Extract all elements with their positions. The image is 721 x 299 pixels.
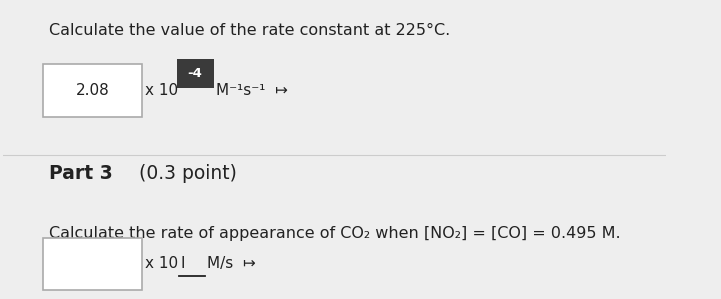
Text: 2.08: 2.08: [76, 83, 109, 98]
Text: x 10: x 10: [146, 256, 179, 271]
Text: Calculate the rate of appearance of CO₂ when [NO₂] = [CO] = 0.495 M.: Calculate the rate of appearance of CO₂ …: [49, 226, 621, 241]
FancyBboxPatch shape: [43, 237, 142, 290]
Text: M/s  ↦: M/s ↦: [207, 256, 256, 271]
Text: (0.3 point): (0.3 point): [138, 164, 236, 183]
Text: M⁻¹s⁻¹  ↦: M⁻¹s⁻¹ ↦: [216, 83, 288, 98]
Text: I: I: [181, 256, 185, 271]
Text: x 10: x 10: [146, 83, 179, 98]
FancyBboxPatch shape: [177, 59, 214, 88]
FancyBboxPatch shape: [43, 64, 142, 117]
Text: Calculate the value of the rate constant at 225°C.: Calculate the value of the rate constant…: [49, 23, 451, 38]
Text: -4: -4: [187, 67, 203, 80]
Text: Part 3: Part 3: [49, 164, 113, 183]
